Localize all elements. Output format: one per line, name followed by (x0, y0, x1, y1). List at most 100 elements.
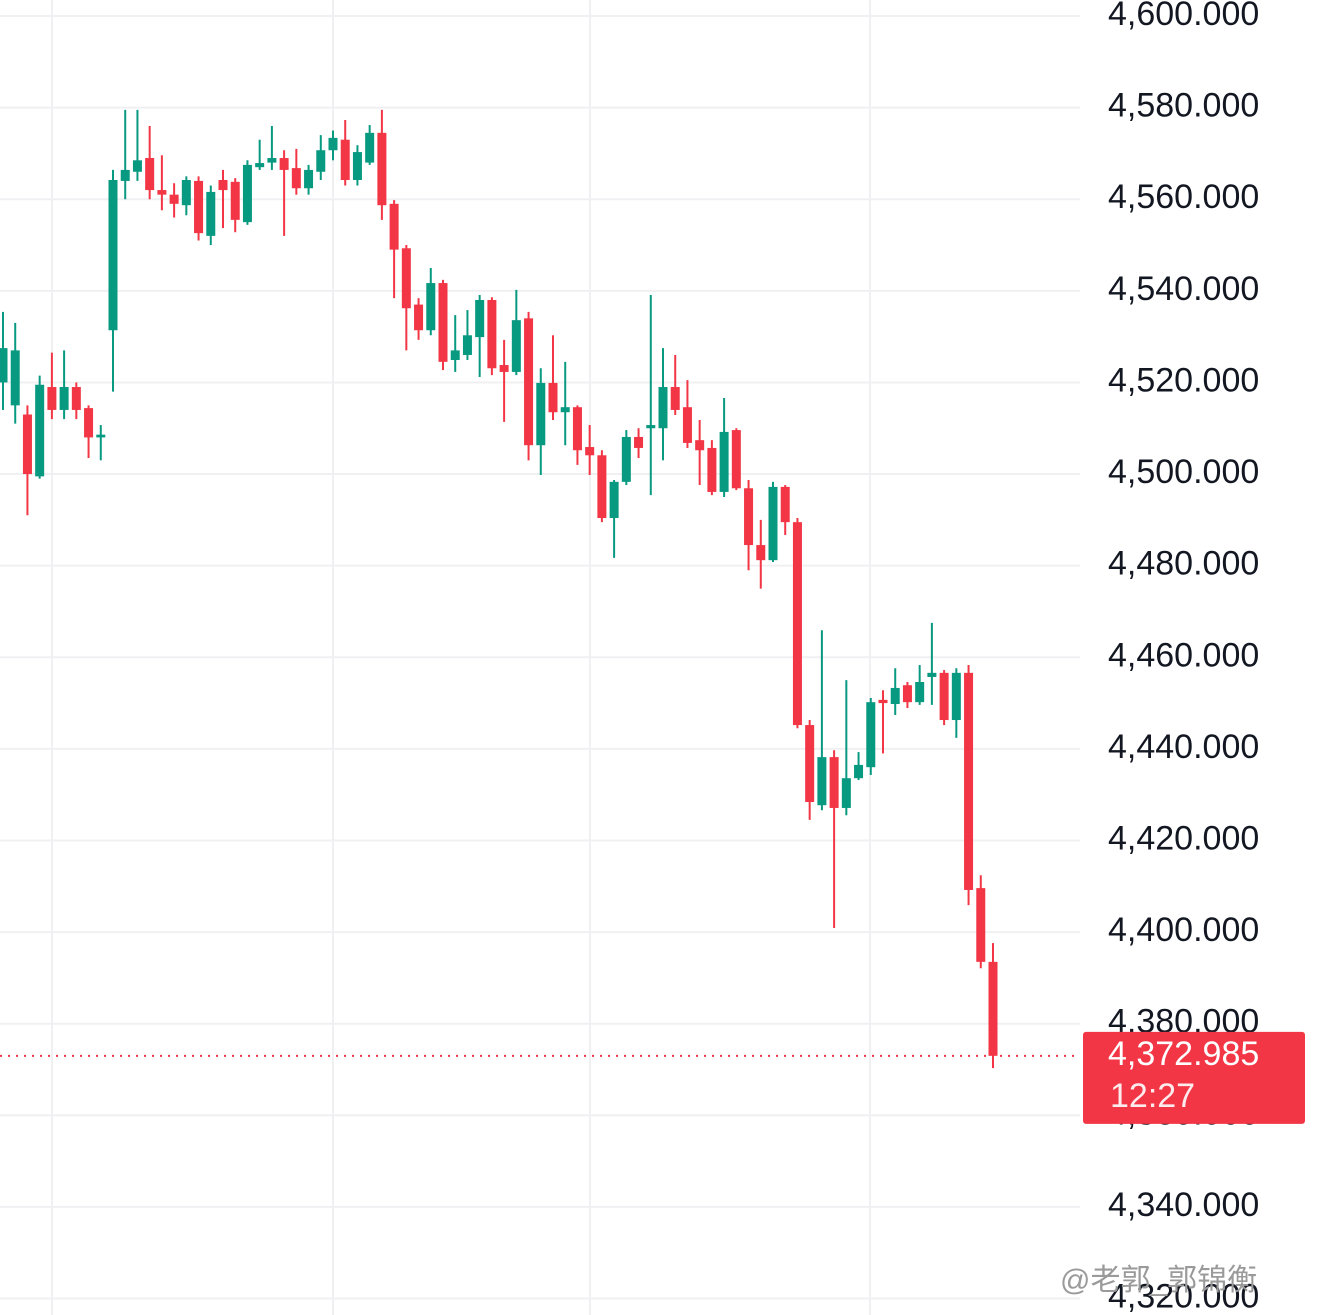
candle-body (890, 687, 900, 704)
y-tick-label: 4,440.000 (1108, 728, 1259, 766)
candle-body (744, 488, 754, 546)
candle-body (902, 685, 912, 703)
candle-body (866, 702, 876, 768)
candle-body (59, 387, 69, 410)
candle-body (255, 163, 265, 168)
candle-body (157, 190, 167, 195)
candle-body (939, 672, 949, 721)
candle-body (22, 414, 32, 475)
candle-body (560, 407, 570, 413)
candle-body (414, 304, 424, 331)
candle-body (181, 180, 191, 206)
horizontal-grid (0, 15, 1080, 1300)
candle-body (609, 481, 619, 519)
candle-body (524, 318, 534, 446)
candle-body (145, 158, 155, 191)
candle-body (548, 382, 558, 413)
y-tick-label: 4,340.000 (1108, 1186, 1259, 1224)
candle-body (328, 137, 338, 151)
y-tick-label: 4,580.000 (1108, 87, 1259, 125)
candle-body (475, 300, 485, 338)
candle-body (511, 320, 521, 372)
candle-body (279, 158, 289, 170)
candle-body (841, 778, 851, 808)
candle-body (621, 436, 631, 482)
candle-body (634, 436, 644, 448)
candle-body (719, 431, 729, 492)
candle-body (658, 387, 668, 429)
candle-body (450, 350, 460, 361)
candle-body (35, 384, 45, 477)
candle-body (340, 139, 350, 181)
candle-body (401, 248, 411, 309)
y-axis: 4,600.000 4,580.000 4,560.000 4,540.000 4,52… (1108, 0, 1259, 1315)
candle-body (951, 672, 961, 721)
candle-body (206, 191, 216, 236)
price-tag-box (1083, 1031, 1305, 1124)
candle-body (585, 447, 595, 456)
y-tick-label: 4,600.000 (1108, 0, 1259, 33)
candle-body (780, 486, 790, 523)
candle-body (572, 407, 582, 451)
candle-body (536, 382, 546, 446)
candle-body (438, 283, 448, 362)
y-tick-label: 4,400.000 (1108, 911, 1259, 949)
y-tick-label: 4,480.000 (1108, 545, 1259, 583)
candle-body (291, 168, 301, 189)
y-tick-label: 4,560.000 (1108, 178, 1259, 216)
candle-body (682, 407, 692, 443)
candle-body (10, 350, 20, 406)
candle-body (96, 434, 106, 438)
candle-body (927, 672, 937, 677)
candle-body (854, 764, 864, 779)
candle-body (389, 203, 399, 250)
candle-body (499, 365, 509, 372)
candle-body (84, 408, 94, 438)
candle-body (646, 425, 656, 429)
candle-body (47, 387, 57, 410)
candle-body (817, 757, 827, 806)
candle-body (230, 181, 240, 220)
candle-body (964, 672, 974, 890)
y-tick-label: 4,420.000 (1108, 819, 1259, 857)
candle-body (695, 440, 705, 451)
candle-body (132, 160, 142, 172)
candle-body (670, 387, 680, 410)
candle-body (707, 447, 717, 492)
last-price-label: 4,372.985 (1108, 1035, 1259, 1073)
y-tick-label: 4,500.000 (1108, 453, 1259, 491)
candle-body (365, 132, 375, 163)
y-tick-label: 4,320.000 (1108, 1277, 1259, 1315)
candle-body (242, 164, 252, 223)
candle-body (756, 545, 766, 561)
candle-body (352, 152, 362, 181)
countdown: 12:27 (1110, 1077, 1195, 1115)
candle-body (0, 348, 8, 383)
candle-body (731, 430, 741, 489)
candle-body (377, 132, 387, 206)
watermark: @老郭_郭锦衡 (1060, 1264, 1257, 1297)
candle-body (316, 150, 326, 172)
candle-body (976, 888, 986, 962)
candle-body (915, 682, 925, 703)
candle-body (71, 387, 81, 410)
candle-body (304, 169, 314, 189)
candle-body (120, 169, 130, 181)
candle-body (194, 180, 204, 234)
y-tick-label: 4,520.000 (1108, 361, 1259, 399)
candle-body (462, 335, 472, 355)
candle-body (487, 300, 497, 369)
candle-body (426, 283, 436, 331)
y-tick-label: 4,460.000 (1108, 636, 1259, 674)
candle-body (878, 699, 888, 704)
candle-body (768, 486, 778, 561)
candle-body (792, 522, 802, 726)
candle-body (218, 180, 228, 191)
candle-body (267, 158, 277, 163)
candle-body (597, 455, 607, 519)
price-tag: 4,372.985 12:27 (0, 1031, 1305, 1124)
y-tick-label: 4,540.000 (1108, 270, 1259, 308)
candles (0, 109, 998, 1069)
